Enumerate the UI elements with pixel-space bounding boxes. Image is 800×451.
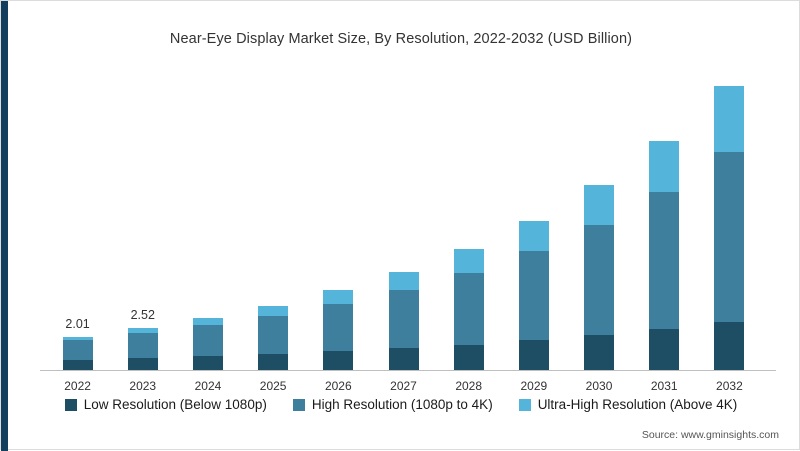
- bar-segment: [192, 356, 223, 370]
- bar-segment: [518, 220, 549, 252]
- x-axis-tick-label: 2028: [455, 379, 483, 393]
- bar-stack[interactable]: [258, 305, 289, 370]
- bar-stack[interactable]: [518, 220, 549, 370]
- bar-segment: [714, 322, 745, 370]
- bar-segment: [388, 348, 419, 370]
- bar-value-label: 2.52: [130, 308, 155, 323]
- bar-segment: [453, 344, 484, 370]
- bar-segment: [127, 358, 158, 370]
- bar-segment: [584, 335, 615, 370]
- legend-label: Ultra-High Resolution (Above 4K): [537, 397, 738, 412]
- bar-segment: [192, 318, 223, 326]
- x-axis-tick-label: 2032: [716, 379, 743, 393]
- legend-label: High Resolution (1080p to 4K): [311, 397, 493, 412]
- bar-segment: [258, 315, 289, 354]
- bar-segment: [518, 251, 549, 341]
- x-axis-tick-label: 2025: [259, 379, 287, 393]
- bar-segment: [258, 305, 289, 316]
- x-axis-tick-label: 2027: [390, 379, 417, 393]
- bar-stack[interactable]: [584, 185, 615, 370]
- bar-stack[interactable]: [192, 318, 223, 370]
- bar-stack[interactable]: [127, 328, 158, 370]
- chart-legend: Low Resolution (Below 1080p) High Resolut…: [1, 397, 800, 412]
- x-axis-tick-label: 2030: [585, 379, 613, 393]
- bar-stack[interactable]: [714, 86, 745, 370]
- source-note: Source: www.gminsights.com: [641, 429, 779, 441]
- bar-segment: [127, 328, 158, 334]
- legend-swatch-icon: [292, 398, 305, 411]
- bar-segment: [649, 141, 680, 193]
- bar-segment: [453, 248, 484, 273]
- bar-segment: [388, 272, 419, 291]
- bar-segment: [62, 339, 93, 360]
- x-axis-tick-label: 2029: [520, 379, 548, 393]
- x-axis-tick-label: 2023: [129, 379, 157, 393]
- legend-item-ultra[interactable]: Ultra-High Resolution (Above 4K): [518, 397, 738, 412]
- bar-stack[interactable]: [453, 248, 484, 370]
- legend-label: Low Resolution (Below 1080p): [83, 397, 267, 412]
- bar-segment: [258, 353, 289, 370]
- bar-stack[interactable]: [388, 272, 419, 370]
- legend-item-high[interactable]: High Resolution (1080p to 4K): [292, 397, 493, 412]
- left-accent-bar: [1, 1, 8, 451]
- chart-title: Near-Eye Display Market Size, By Resolut…: [169, 31, 633, 47]
- bar-segment: [649, 329, 680, 370]
- x-axis-line: [40, 370, 776, 371]
- bar-segment: [62, 336, 93, 340]
- bar-segment: [714, 152, 745, 323]
- bar-segment: [649, 192, 680, 330]
- x-axis-tick-label: 2031: [650, 379, 678, 393]
- bar-segment: [192, 325, 223, 357]
- legend-swatch-icon: [64, 398, 77, 411]
- bar-segment: [323, 304, 354, 352]
- bar-segment: [584, 185, 615, 225]
- bar-stack[interactable]: [649, 141, 680, 370]
- legend-item-low[interactable]: Low Resolution (Below 1080p): [64, 397, 267, 412]
- bar-segment: [714, 86, 745, 153]
- bar-segment: [323, 290, 354, 305]
- bar-segment: [323, 351, 354, 370]
- plot-area: 2.01 2.52 2022 2023 2024 2025 2026 2027 2028 202…: [31, 73, 776, 393]
- x-axis-tick-label: 2022: [64, 379, 91, 393]
- bar-segment: [453, 272, 484, 345]
- bar-segment: [584, 224, 615, 336]
- x-axis-tick-label: 2026: [324, 379, 352, 393]
- bar-stack[interactable]: [323, 290, 354, 370]
- bar-segment: [62, 359, 93, 370]
- bar-segment: [388, 290, 419, 349]
- legend-swatch-icon: [518, 398, 531, 411]
- bar-stack[interactable]: [62, 336, 93, 370]
- bar-segment: [127, 333, 158, 359]
- bar-segment: [518, 340, 549, 370]
- bar-value-label: 2.01: [65, 316, 90, 331]
- x-axis-tick-label: 2024: [194, 379, 222, 393]
